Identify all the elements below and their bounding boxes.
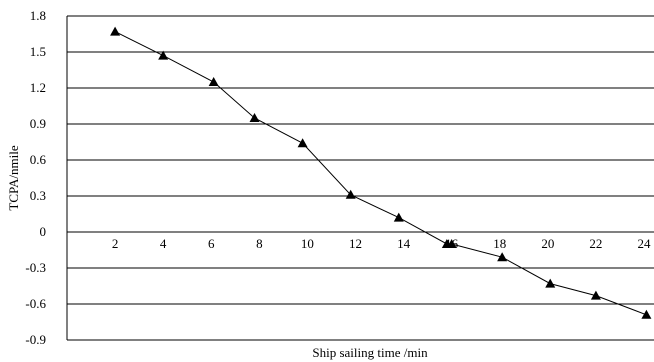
data-point-2 [208, 77, 219, 86]
x-tick-label-0: 2 [112, 236, 119, 251]
y-tick-label-2: 1.2 [30, 80, 46, 95]
data-point-11 [590, 290, 601, 300]
x-tick-label-1: 4 [160, 236, 167, 251]
data-point-0 [110, 26, 121, 36]
y-tick-label-6: 0 [40, 224, 47, 239]
y-tick-label-7: -0.3 [25, 260, 46, 275]
y-tick-label-5: 0.3 [30, 188, 46, 203]
gridlines [67, 15, 654, 341]
x-tick-label-10: 22 [589, 236, 602, 251]
x-tick-label-3: 8 [256, 236, 263, 251]
data-point-5 [345, 189, 356, 199]
x-tick-label-8: 18 [493, 236, 506, 251]
y-tick-label-9: -0.9 [25, 332, 46, 347]
data-point-9 [497, 252, 508, 262]
data-point-6 [393, 212, 404, 222]
y-tick-label-0: 1.8 [30, 8, 46, 23]
series-line [114, 31, 647, 316]
x-tick-label-6: 14 [397, 236, 411, 251]
y-tick-label-1: 1.5 [30, 44, 46, 59]
y-tick-label-8: -0.6 [25, 296, 46, 311]
data-point-8 [446, 239, 457, 248]
data-point-12 [641, 309, 652, 319]
x-tick-label-11: 24 [638, 236, 652, 251]
y-axis-title: TCPA/nmile [6, 145, 21, 210]
x-tick-label-2: 6 [208, 236, 215, 251]
x-tick-label-5: 12 [349, 236, 362, 251]
data-markers [110, 26, 652, 319]
data-point-3 [249, 113, 260, 122]
x-tick-label-9: 20 [541, 236, 554, 251]
data-point-4 [297, 138, 308, 148]
y-tick-labels: 1.8 1.5 1.2 0.9 0.6 0.3 0 -0.3 -0.6 -0.9 [25, 8, 46, 347]
x-tick-labels: 24681012141618202224 [112, 236, 651, 251]
x-axis-title: Ship sailing time /min [312, 345, 428, 360]
data-point-10 [545, 278, 556, 288]
y-tick-label-3: 0.9 [30, 116, 46, 131]
x-tick-label-4: 10 [301, 236, 314, 251]
data-point-1 [158, 50, 169, 60]
y-tick-label-4: 0.6 [30, 152, 47, 167]
